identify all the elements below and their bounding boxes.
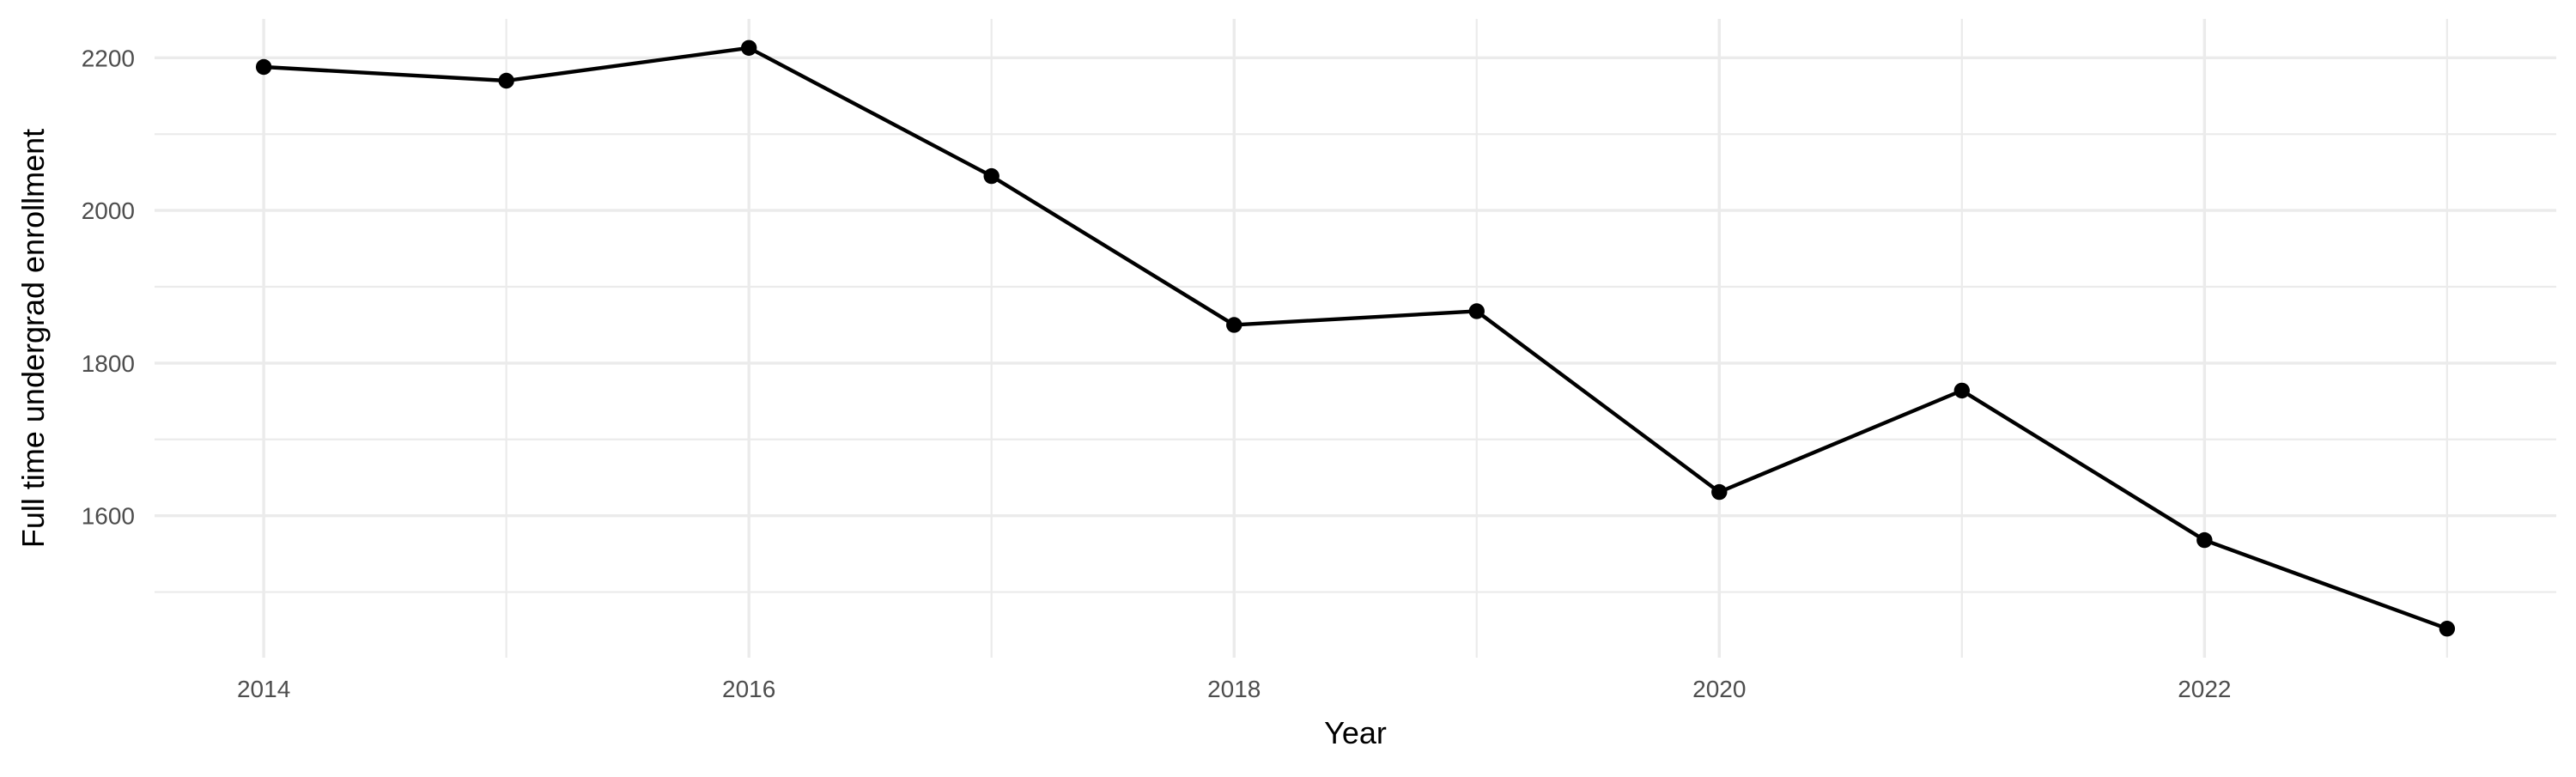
x-tick-label: 2016 [722,676,775,702]
data-point [1711,483,1728,501]
data-point [983,167,999,185]
enrollment-line [264,46,2448,631]
data-point [1953,382,1971,399]
x-axis-title: Year [1324,715,1387,750]
data-point [2196,531,2213,549]
x-tick-label: 2022 [2178,676,2231,702]
major-gridlines [155,19,2556,658]
data-points-group [255,39,2456,637]
y-axis-tick-labels: 1600 1800 2000 2200 [82,45,135,529]
y-axis-title: Full time undergrad enrollment [15,129,51,548]
y-tick-label: 1800 [82,350,135,377]
x-axis-tick-labels: 2014 2016 2018 2020 2022 [237,676,2231,702]
x-tick-label: 2020 [1692,676,1746,702]
minor-gridlines [155,19,2556,658]
data-point [498,72,514,89]
data-point [2439,621,2456,637]
data-line-group [264,46,2448,631]
y-tick-label: 2200 [82,45,135,71]
data-point [1468,303,1485,319]
y-tick-label: 1600 [82,503,135,530]
x-tick-label: 2014 [237,676,290,702]
data-point [740,39,757,56]
data-point [1226,317,1242,333]
x-tick-label: 2018 [1207,676,1261,702]
data-point [255,58,272,76]
y-tick-label: 2000 [82,197,135,224]
